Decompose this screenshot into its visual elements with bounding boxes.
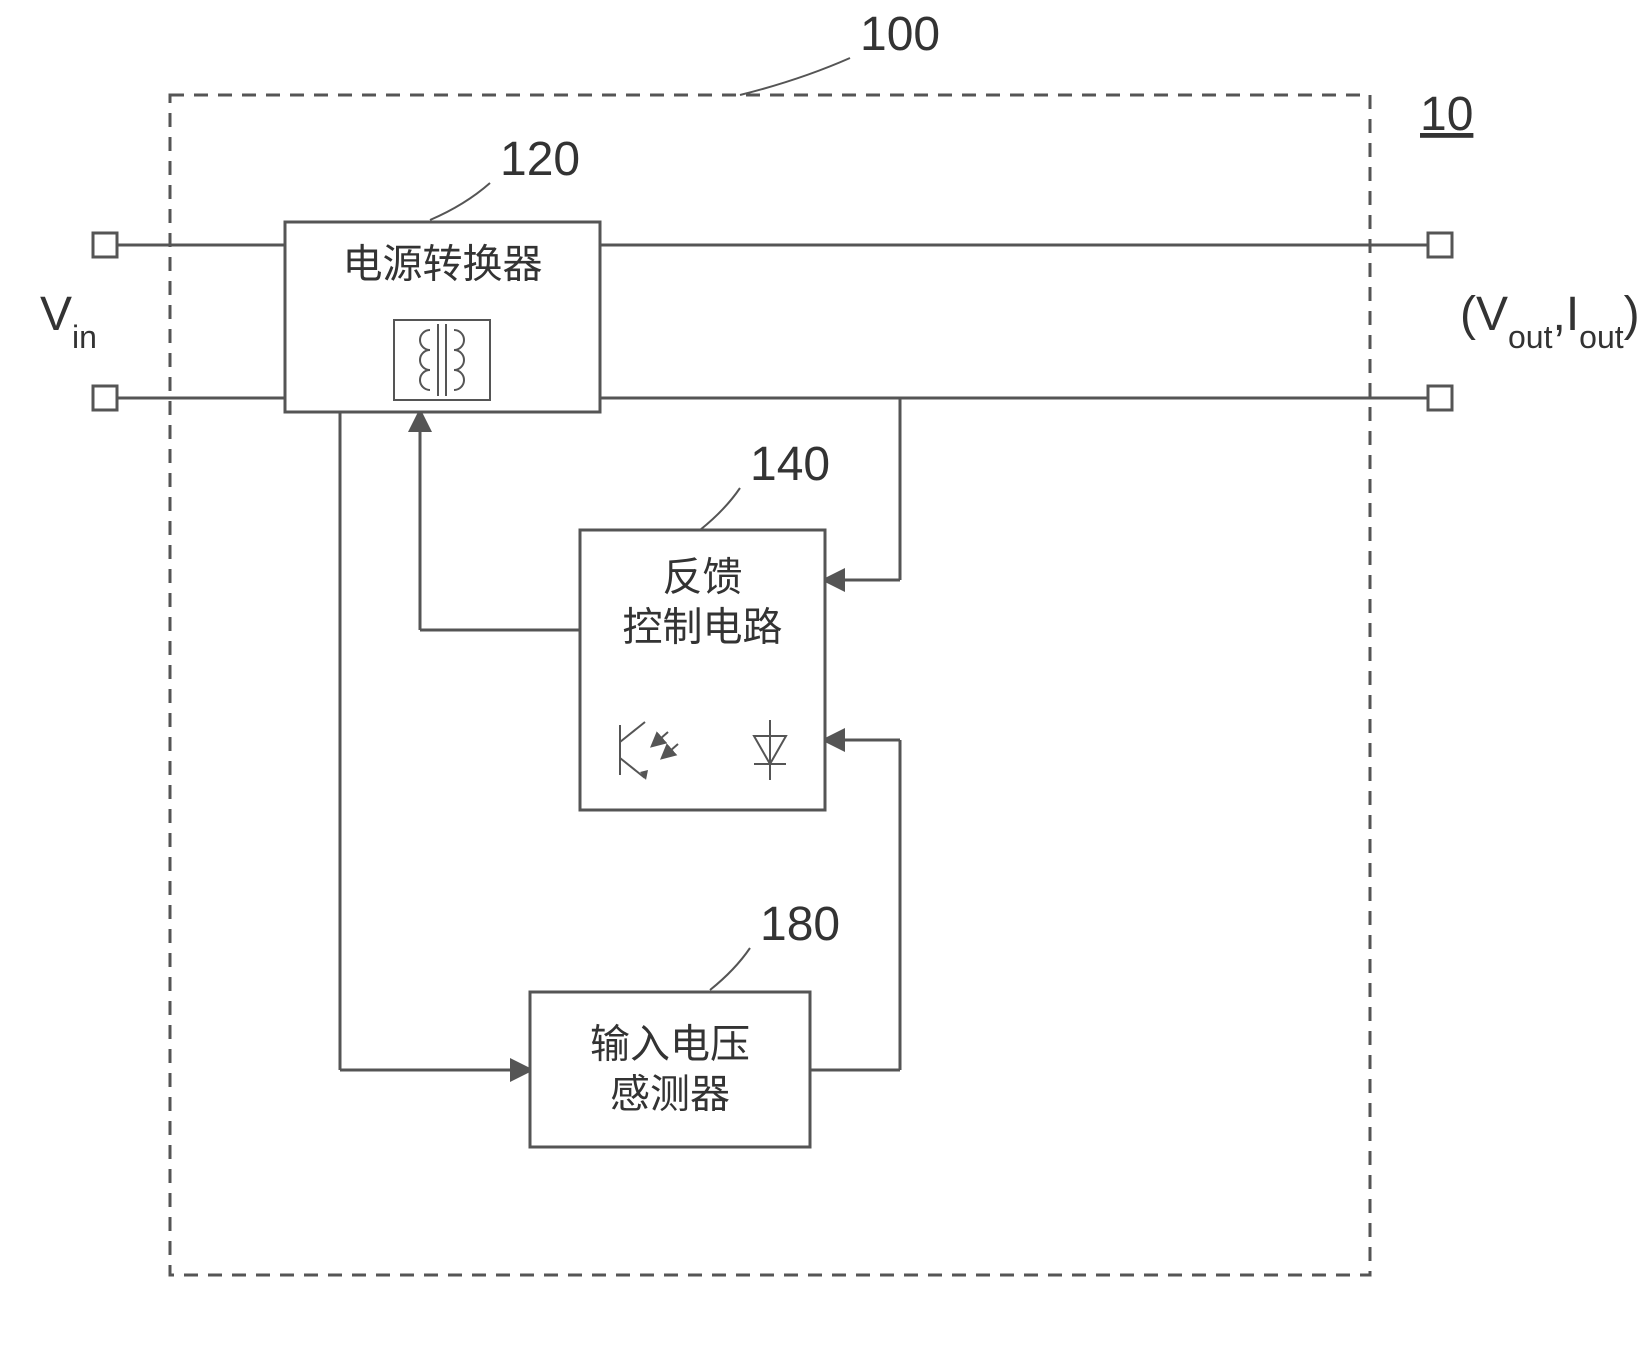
ref-converter-leader xyxy=(430,183,490,220)
ref-sensor: 180 xyxy=(760,898,840,951)
ref-boundary-leader xyxy=(740,58,850,95)
diagram-stage: 电源转换器反馈控制电路输入电压感测器 100 120 140 180 10 Vin (Vout… xyxy=(0,0,1645,1368)
ref-feedback-leader xyxy=(700,488,740,530)
vin-label: Vin xyxy=(40,288,97,355)
port-vin-bot xyxy=(93,386,117,410)
ref-converter: 120 xyxy=(500,133,580,186)
diagram-svg: 电源转换器反馈控制电路输入电压感测器 100 120 140 180 10 Vin (Vout… xyxy=(0,0,1645,1368)
feedback-label-1: 反馈 xyxy=(663,556,743,600)
block-sensor xyxy=(530,992,810,1147)
vout-label: (Vout,Iout) xyxy=(1460,288,1640,355)
sensor-label-1: 输入电压 xyxy=(590,1023,750,1067)
sensor-label-2: 感测器 xyxy=(610,1073,730,1117)
port-vout-top xyxy=(1428,233,1452,257)
ref-sensor-leader xyxy=(710,948,750,990)
feedback-label-2: 控制电路 xyxy=(623,606,783,650)
port-vin-top xyxy=(93,233,117,257)
ref-system: 10 xyxy=(1420,88,1473,141)
converter-label: 电源转换器 xyxy=(343,243,543,287)
ref-boundary: 100 xyxy=(860,8,940,61)
ref-feedback: 140 xyxy=(750,438,830,491)
port-vout-bot xyxy=(1428,386,1452,410)
